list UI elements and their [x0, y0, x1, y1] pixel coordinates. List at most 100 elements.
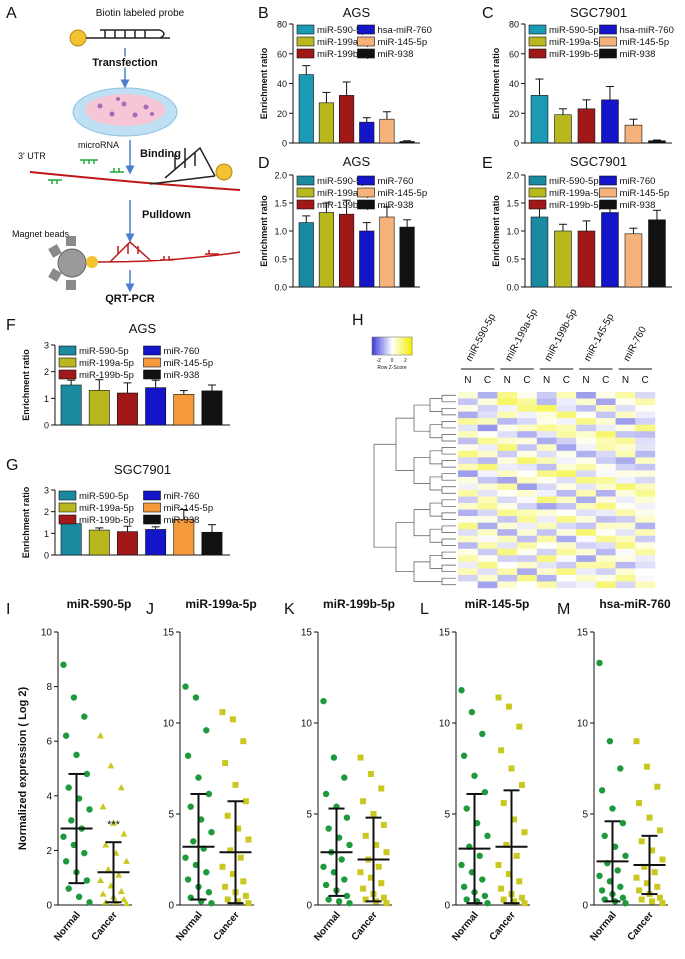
- heatmap-cell: [556, 424, 577, 432]
- data-point: [370, 811, 377, 817]
- heatmap-cell: [458, 431, 478, 438]
- heatmap-cell: [635, 405, 656, 412]
- legend-label: miR-938: [164, 370, 200, 381]
- data-point: [338, 856, 345, 863]
- probe-bound: [149, 146, 216, 185]
- heatmap-cell: [517, 568, 537, 576]
- legend-label: hsa-miR-760: [378, 25, 432, 36]
- chart-title: SGC7901: [570, 5, 627, 20]
- heatmap-cell: [635, 424, 656, 432]
- data-point: [598, 787, 606, 794]
- data-point: [346, 841, 353, 849]
- dendrogram-branch: [441, 434, 456, 442]
- colorbar-cell: [382, 337, 385, 355]
- data-point: [367, 770, 374, 777]
- legend-swatch: [58, 345, 77, 356]
- data-point: [184, 752, 192, 759]
- chart-title: hsa-miR-760: [599, 597, 671, 611]
- data-point: [617, 765, 624, 772]
- heatmap-cell: [595, 405, 616, 412]
- y-axis-label: Enrichment ratio: [21, 486, 31, 558]
- bar: [624, 124, 643, 144]
- bead-core: [57, 248, 87, 278]
- bar: [173, 518, 195, 556]
- heatmap-cell: [536, 529, 557, 536]
- bar: [359, 230, 375, 288]
- data-point: [476, 852, 483, 860]
- data-point: [463, 805, 470, 812]
- bar: [601, 212, 619, 288]
- y-tick-label: 1.5: [506, 199, 519, 209]
- heatmap-cell: [635, 463, 656, 471]
- y-tick-label: 1.5: [274, 199, 287, 209]
- heatmap-cell: [595, 535, 616, 543]
- heatmap-cell: [556, 503, 577, 510]
- heatmap-cell: [595, 581, 616, 589]
- dendrogram-branch: [441, 538, 456, 546]
- heatmap-cell: [497, 503, 518, 510]
- data-point: [320, 697, 327, 705]
- legend-label: miR-199b-5p: [549, 49, 604, 60]
- heatmap-cell: [536, 476, 557, 484]
- data-point: [123, 857, 130, 864]
- colorbar-cell: [408, 337, 411, 355]
- dendrogram-branch: [429, 554, 442, 569]
- heatmap-cell: [517, 437, 537, 445]
- heatmap-cell: [635, 581, 656, 589]
- y-tick-label: 0: [444, 901, 450, 912]
- legend-label: miR-760: [164, 346, 200, 357]
- heatmap-cell: [458, 463, 478, 471]
- dendrogram-branch: [441, 407, 456, 416]
- heatmap-cell: [497, 522, 518, 530]
- chart-title: AGS: [129, 321, 157, 336]
- y-tick-label: 0: [306, 901, 312, 912]
- colorbar-cell: [406, 337, 409, 355]
- y-tick-label: 60: [277, 49, 287, 59]
- heatmap-cell: [556, 437, 577, 445]
- heatmap-cell: [576, 476, 597, 484]
- bar: [624, 233, 643, 288]
- data-point: [83, 877, 91, 884]
- data-point: [60, 833, 67, 840]
- heatmap-cell: [458, 483, 478, 491]
- legend-swatch: [58, 514, 77, 525]
- y-tick-label: 80: [277, 20, 287, 30]
- data-point: [500, 896, 507, 903]
- heatmap-cell: [595, 470, 616, 478]
- data-point: [378, 785, 385, 792]
- heatmap-cell: [576, 542, 597, 549]
- heatmap-cell: [536, 522, 557, 530]
- data-point: [240, 738, 247, 745]
- heatmap-cell: [635, 574, 656, 582]
- data-point: [656, 894, 663, 901]
- heatmap-cell: [497, 411, 518, 419]
- heatmap-cell: [615, 522, 636, 530]
- bar: [117, 392, 138, 426]
- colorbar-cell: [388, 337, 391, 355]
- data-point: [110, 819, 117, 826]
- data-point: [104, 865, 112, 873]
- x-tick-label: Normal: [174, 910, 205, 944]
- heatmap-cell: [556, 470, 577, 478]
- data-point: [245, 900, 252, 907]
- data-point: [484, 899, 491, 907]
- column-label: N: [543, 375, 550, 386]
- heatmap-cell: [458, 574, 478, 582]
- y-axis-label: Normalized expression ( Log 2): [17, 687, 29, 851]
- data-point: [383, 900, 390, 907]
- data-point: [232, 781, 239, 788]
- heatmap-cell: [615, 476, 636, 484]
- y-tick-label: 2.0: [506, 171, 519, 181]
- heatmap-cell: [477, 535, 498, 543]
- data-point: [360, 885, 367, 892]
- legend-swatch: [143, 345, 161, 356]
- data-point: [383, 849, 390, 856]
- heatmap-cell: [477, 509, 498, 517]
- heatmap-cell: [497, 437, 518, 445]
- colorbar-frame: [371, 336, 413, 356]
- heatmap-cell: [615, 529, 636, 536]
- chart-title: miR-590-5p: [67, 597, 132, 611]
- legend-swatch: [296, 48, 315, 59]
- colorbar-cell: [392, 337, 395, 355]
- heatmap-cell: [556, 405, 577, 412]
